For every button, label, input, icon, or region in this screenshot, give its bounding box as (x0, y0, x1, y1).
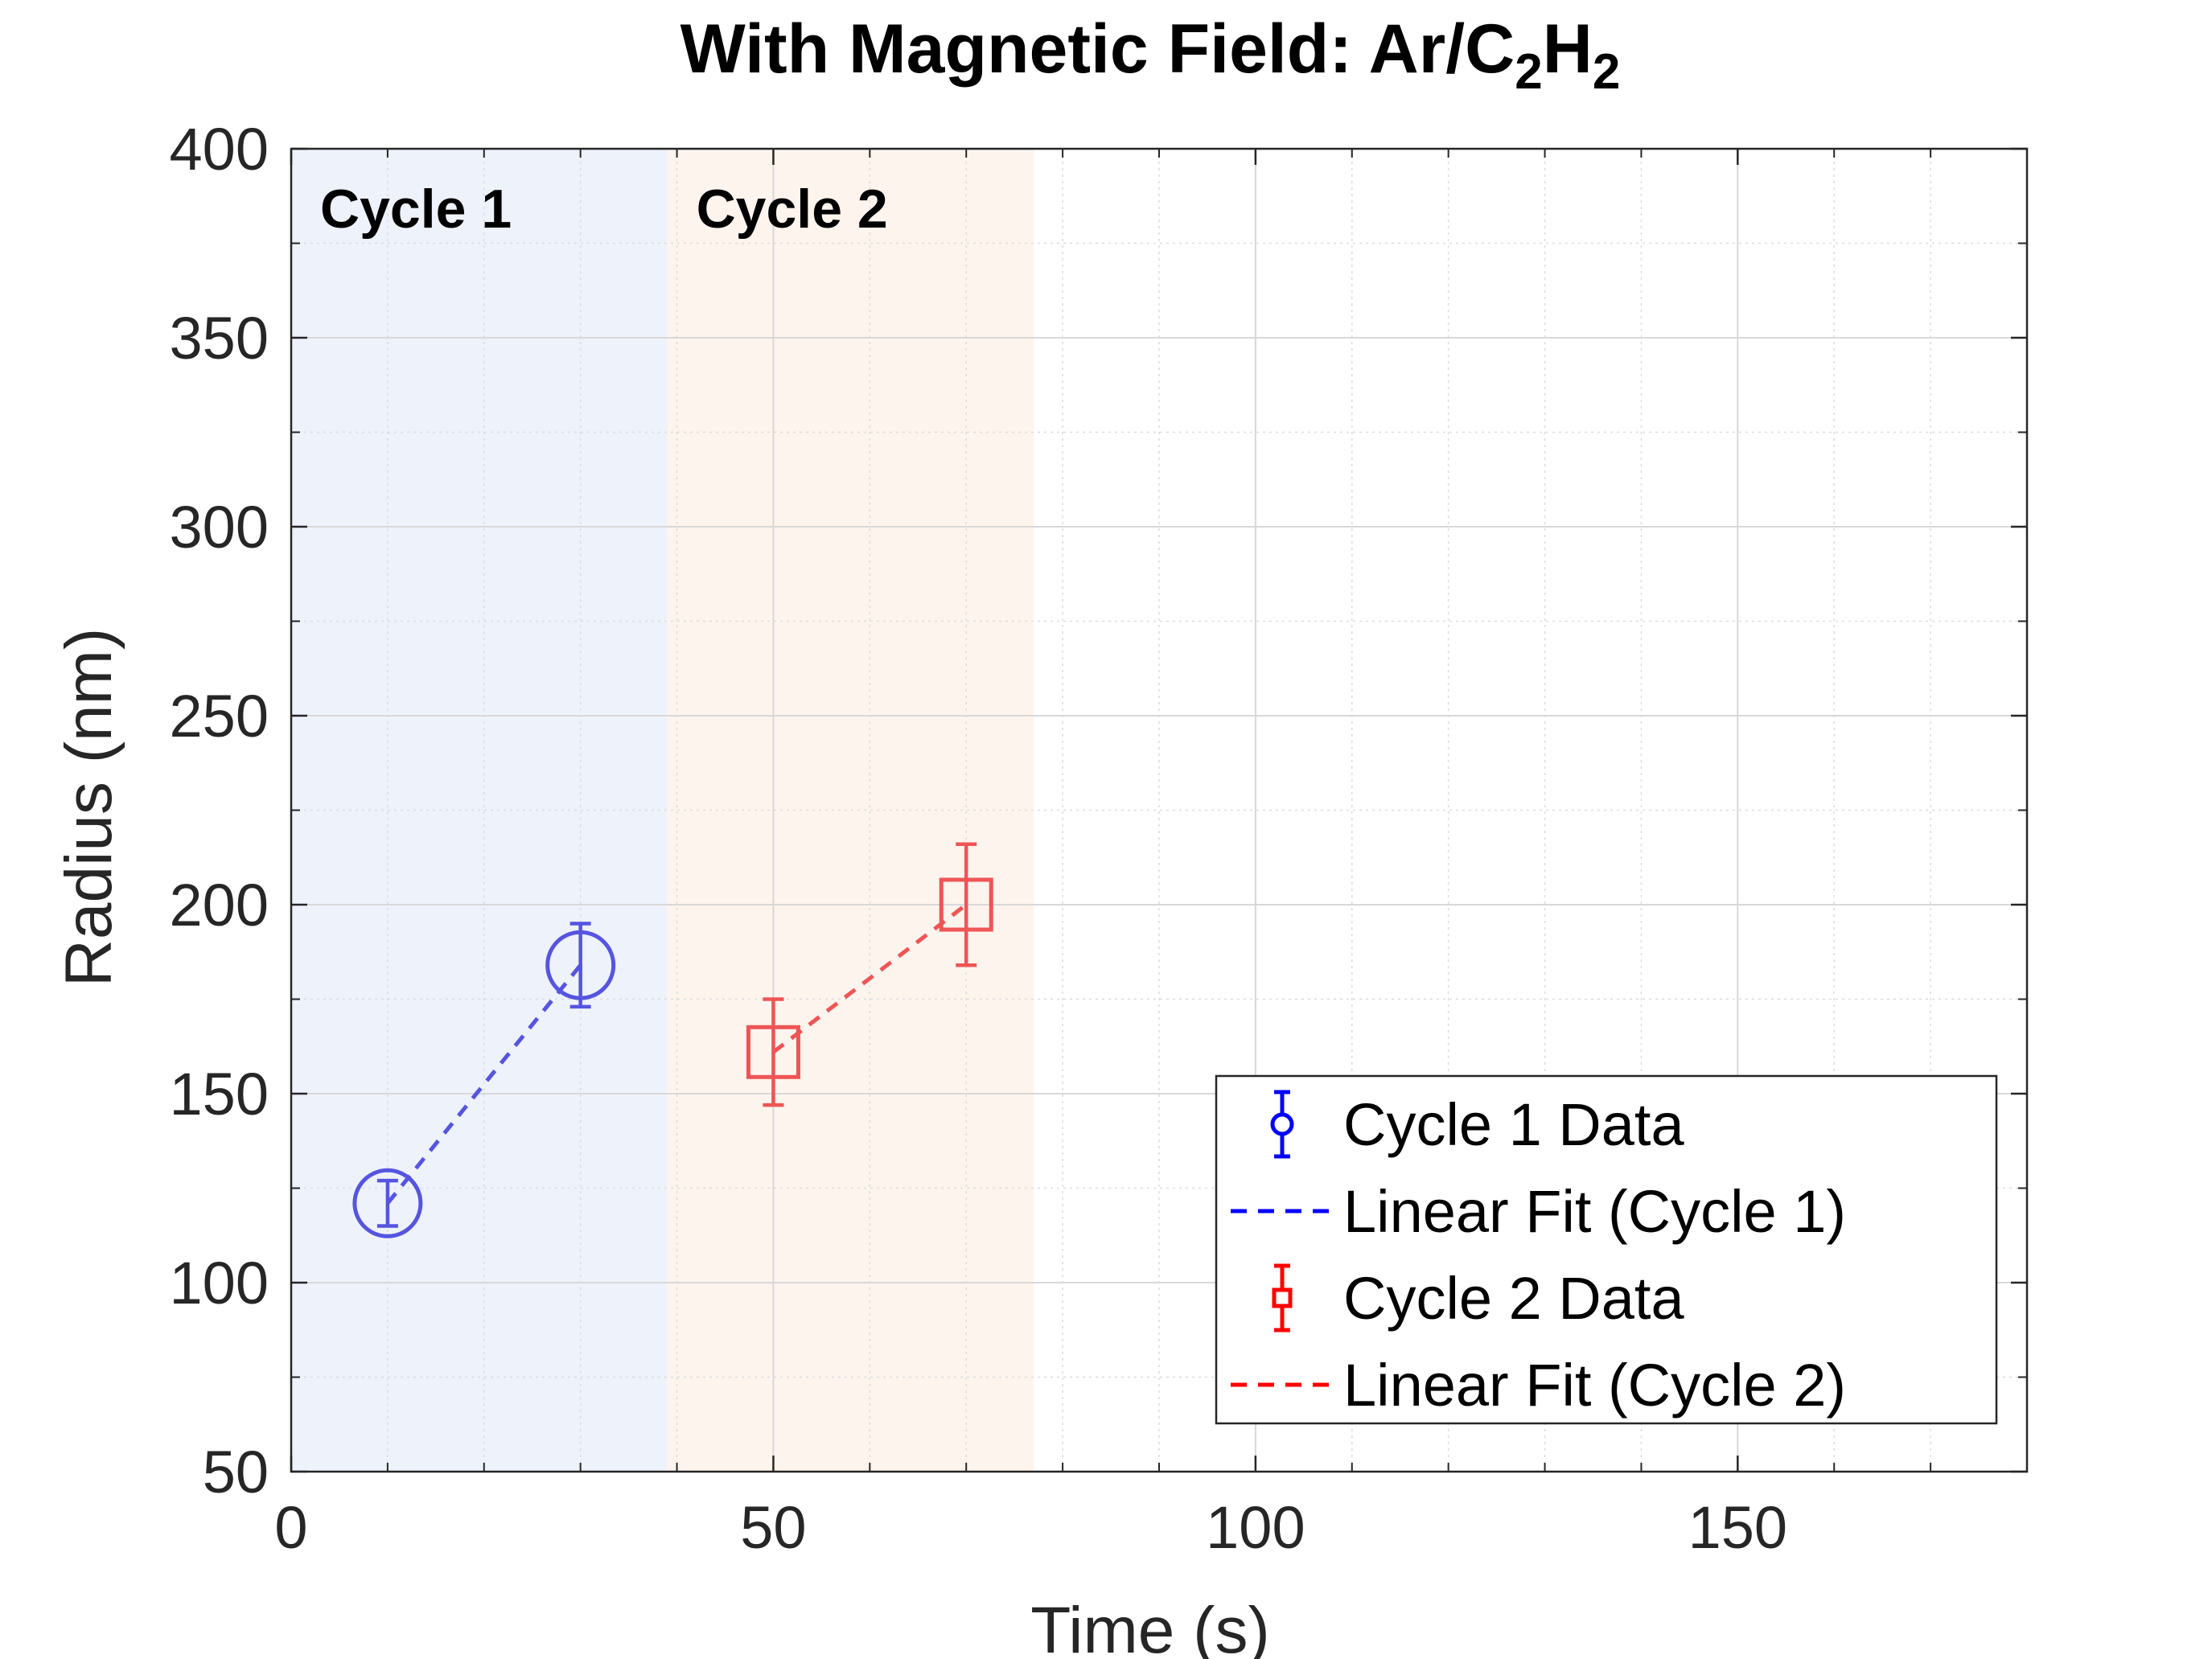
circle-marker (545, 930, 616, 1000)
y-tick-label: 250 (170, 683, 269, 749)
y-tick-label: 50 (203, 1439, 269, 1505)
fit-line-cycle-2 (771, 903, 968, 1054)
x-axis-label: Time (s) (1030, 1594, 1270, 1659)
data-point (939, 842, 993, 967)
legend-circle-icon (1270, 1112, 1294, 1136)
y-tick-label: 150 (170, 1061, 269, 1127)
y-axis-label: Radius (nm) (52, 628, 125, 988)
legend-label: Linear Fit (Cycle 2) (1343, 1352, 1846, 1419)
legend-label: Linear Fit (Cycle 1) (1343, 1178, 1846, 1245)
region-2 (667, 149, 1034, 1472)
data-point (545, 922, 616, 1009)
data-point (352, 1168, 423, 1238)
x-tick-label: 100 (1206, 1494, 1305, 1561)
data-point (746, 997, 800, 1107)
x-tick-label: 50 (740, 1494, 806, 1561)
region-labels: Cycle 1 Cycle 2 (320, 179, 888, 240)
fit-lines (385, 903, 968, 1205)
square-marker (939, 877, 993, 932)
square-marker (746, 1025, 800, 1079)
chart-title-main: With Magnetic Field: Ar/C (680, 10, 1515, 88)
chart-title-mid: H (1543, 10, 1593, 88)
legend: Cycle 1 Data Linear Fit (Cycle 1) Cycle 2 … (1215, 1074, 1998, 1425)
legend-box (1215, 1074, 1998, 1425)
chart-title-sub-1: 2 (1515, 44, 1542, 100)
legend-square-icon (1272, 1287, 1293, 1308)
x-tick-label: 150 (1688, 1494, 1787, 1561)
legend-label: Cycle 1 Data (1343, 1091, 1684, 1158)
region-label-2: Cycle 2 (697, 179, 888, 240)
data-markers (352, 842, 993, 1238)
x-tick-label: 0 (274, 1494, 307, 1561)
y-tick-label: 400 (170, 116, 269, 183)
axis-ticks (290, 147, 2027, 1473)
legend-label: Cycle 2 Data (1343, 1265, 1684, 1332)
chart-title-sub-2: 2 (1593, 44, 1620, 100)
y-tick-label: 200 (170, 872, 269, 938)
shaded-regions (291, 149, 1034, 1472)
region-label-1: Cycle 1 (320, 179, 512, 240)
fit-line-cycle-1 (385, 963, 582, 1205)
chart-title: With Magnetic Field: Ar/C2H2 (680, 10, 1621, 100)
y-tick-label: 100 (170, 1250, 269, 1316)
y-tick-label: 300 (170, 494, 269, 561)
circle-marker (352, 1168, 423, 1238)
y-tick-label: 350 (170, 305, 269, 372)
